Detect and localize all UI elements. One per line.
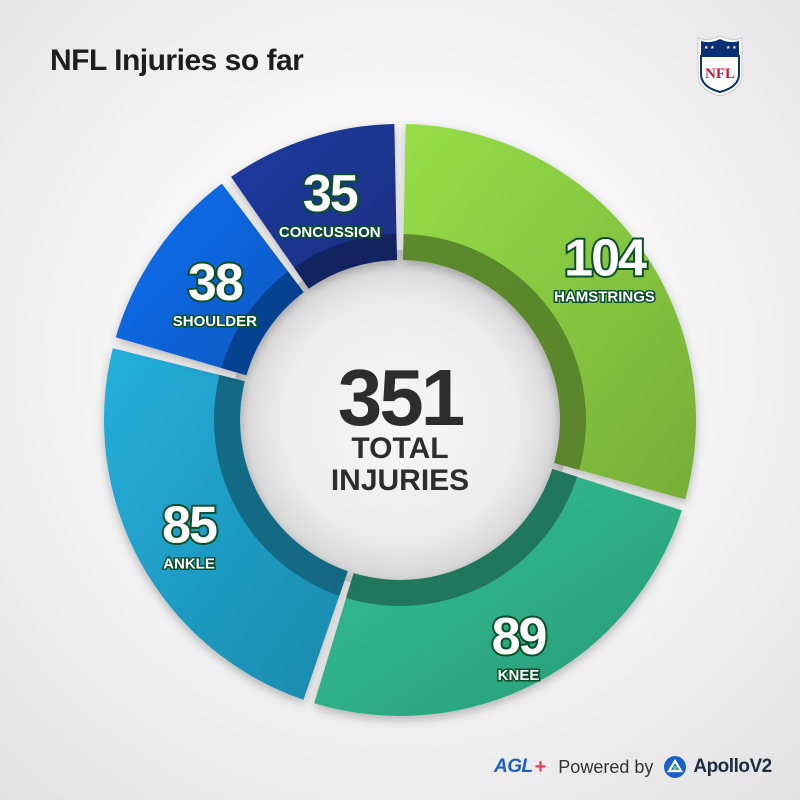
- center-label-line2: INJURIES: [331, 464, 469, 497]
- nfl-logo: ★ ★ ★ ★ NFL: [694, 34, 746, 98]
- apollo-logo: ApolloV2: [693, 756, 772, 777]
- data-label-value-ankle: 85: [162, 496, 217, 554]
- agl-plus-icon: +: [534, 755, 547, 778]
- svg-text:★ ★: ★ ★: [726, 45, 737, 51]
- data-label-category-ankle: ANKLE: [163, 555, 215, 572]
- slice-inner-rim-shoulder: [221, 271, 304, 376]
- slice-ankle: [103, 348, 348, 700]
- data-label-category-concussion: CONCUSSION: [279, 224, 381, 241]
- powered-by-text: Powered by: [558, 756, 654, 777]
- slice-inner-rim-knee: [346, 468, 578, 606]
- slice-inner-rim-hamstrings: [403, 234, 586, 470]
- footer-branding: AGL + Powered by ApolloV2: [494, 752, 772, 782]
- data-label-value-knee: 89: [492, 608, 546, 666]
- data-label-value-shoulder: 38: [188, 254, 243, 312]
- data-label-category-knee: KNEE: [498, 667, 540, 684]
- apollo-icon: [664, 756, 687, 778]
- data-label-category-shoulder: SHOULDER: [173, 313, 257, 330]
- center-total: 351: [338, 353, 464, 442]
- nfl-logo-text: NFL: [705, 66, 735, 82]
- data-label-category-hamstrings: HAMSTRINGS: [554, 289, 655, 306]
- page-title: NFL Injuries so far: [50, 44, 304, 77]
- agl-logo: AGL: [494, 756, 533, 777]
- slice-inner-rim-ankle: [213, 374, 348, 596]
- slice-knee: [314, 468, 682, 717]
- data-label-value-concussion: 35: [303, 165, 358, 223]
- center-label-line1: TOTAL: [351, 432, 448, 465]
- data-label-value-hamstrings: 104: [564, 230, 647, 288]
- slice-inner-rim-concussion: [293, 234, 397, 289]
- svg-text:★ ★: ★ ★: [704, 45, 715, 51]
